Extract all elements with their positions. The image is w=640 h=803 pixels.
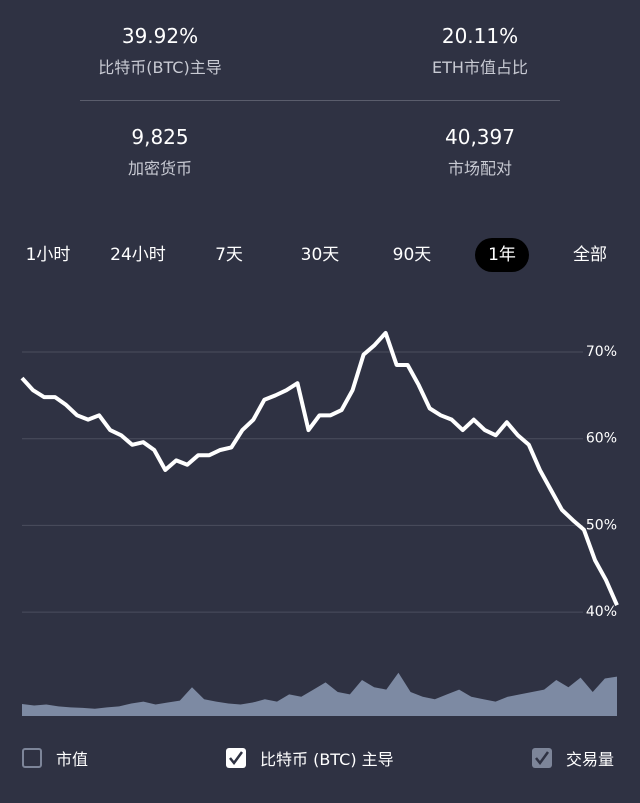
stat-value: 20.11%	[441, 24, 519, 48]
checkbox-label: 交易量	[566, 750, 615, 769]
tab[interactable]: 7天	[215, 245, 243, 265]
check-icon	[535, 751, 550, 766]
line	[20, 330, 619, 606]
stat-value: 9,825	[131, 125, 189, 149]
tab[interactable]: 全部	[573, 245, 607, 265]
divider	[80, 100, 560, 101]
stat-label: 市场配对	[447, 159, 512, 178]
y-tick-label: 60%	[586, 431, 617, 447]
y-tick-label: 50%	[586, 517, 617, 533]
checkbox-box	[22, 748, 42, 768]
checkbox[interactable]: 比特币 (BTC) 主导	[226, 746, 394, 770]
stat: 39.92% 比特币(BTC)主导	[0, 24, 320, 78]
checkbox-box	[532, 748, 552, 768]
volume-area	[22, 672, 617, 716]
stat: 40,397 市场配对	[320, 125, 640, 179]
stat-label: 比特币(BTC)主导	[98, 58, 222, 77]
tab[interactable]: 30天	[300, 245, 340, 265]
stat-label: ETH市值占比	[432, 58, 528, 77]
stat-value: 39.92%	[121, 24, 199, 48]
stat-label: 加密货币	[127, 159, 192, 178]
y-tick-label: 40%	[586, 604, 617, 620]
check-icon	[229, 751, 244, 766]
tab[interactable]: 24小时	[110, 245, 166, 265]
tab[interactable]: 90天	[392, 245, 432, 265]
tab[interactable]: 1年	[475, 238, 529, 272]
stat: 20.11% ETH市值占比	[320, 24, 640, 78]
stat: 9,825 加密货币	[0, 125, 320, 179]
checkbox-box	[226, 748, 246, 768]
checkbox-label: 市值	[56, 750, 89, 769]
checkbox-label: 比特币 (BTC) 主导	[260, 750, 394, 769]
stat-value: 40,397	[445, 125, 515, 149]
y-tick-label: 70%	[586, 344, 617, 360]
checkbox[interactable]: 交易量	[532, 746, 614, 770]
checkbox[interactable]: 市值	[22, 746, 88, 770]
chart: 40% 50% 60% 70%	[20, 330, 619, 716]
tab[interactable]: 1小时	[25, 245, 71, 265]
